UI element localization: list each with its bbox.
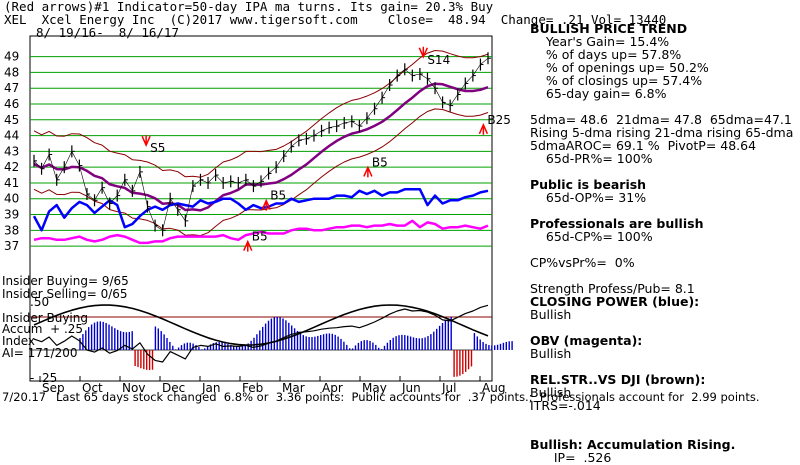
stats-line: Rising 5-dma rising 21-dma rising 65-dma	[530, 125, 794, 140]
x-tick-label: Dec	[162, 381, 185, 395]
stats-line: Strength Profess/Pub= 8.1	[530, 281, 695, 296]
stats-line: % of openings up= 50.2%	[530, 60, 709, 75]
signal-label: B5	[372, 155, 388, 169]
stats-line: 65-day gain= 6.8%	[530, 86, 667, 101]
y-tick-label: 42	[4, 160, 19, 174]
y-tick-label: 49	[4, 50, 19, 64]
buy-arrow	[363, 165, 373, 178]
upper-band-line	[33, 50, 489, 178]
header-indicator-line: (Red arrows)#1 Indicator=50-day IPA ma t…	[4, 0, 494, 14]
accum-index-line	[33, 304, 489, 346]
stats-line: Bullish	[530, 385, 572, 400]
stats-line: IP= .526	[530, 450, 612, 465]
insider-buying-count: Insider Buying= 9/65	[2, 274, 129, 288]
stats-line: BULLISH PRICE TREND	[530, 21, 688, 36]
stats-line: CLOSING POWER (blue):	[530, 294, 700, 309]
buy-arrow	[478, 122, 489, 135]
stats-line: 65d-OP%= 31%	[530, 190, 647, 205]
sell-arrow	[418, 46, 429, 59]
sell-arrow	[141, 135, 151, 148]
stats-line: 65d-PR%= 100%	[530, 151, 653, 166]
x-tick-label: Oct	[82, 381, 103, 395]
x-tick-label: Nov	[122, 381, 145, 395]
insider-buying-label: Insider Buying	[2, 311, 88, 325]
stats-line: Bullish	[530, 346, 572, 361]
y-tick-label: 41	[4, 176, 19, 190]
buy-arrow	[261, 198, 271, 211]
y-tick-label: 37	[4, 239, 19, 253]
stats-line: Public is bearish	[530, 177, 647, 192]
plot-frame	[29, 35, 493, 382]
footer-prefix: 7/20.17	[2, 390, 47, 404]
stats-line: 5dmaAROC= 69.1 % PivotP= 48.64	[530, 138, 757, 153]
x-tick-label: Sep	[42, 381, 65, 395]
y-tick-label: 47	[4, 81, 19, 95]
x-tick-label: Jan	[201, 381, 221, 395]
x-tick-label: Aug	[482, 381, 505, 395]
x-tick-label: May	[362, 381, 387, 395]
x-tick-label: Apr	[322, 381, 343, 395]
signal-label: B25	[487, 113, 511, 127]
stats-line: % of closings up= 57.4%	[530, 73, 703, 88]
y-tick-label: 44	[4, 129, 19, 143]
x-tick-label: Jul	[441, 381, 456, 395]
x-tick-label: Mar	[282, 381, 305, 395]
accum-price-line	[33, 304, 489, 363]
header-date-range: 8/ 19/16- 8/ 16/17	[36, 25, 179, 40]
y-tick-label: 40	[4, 192, 19, 206]
lower-band-line	[33, 108, 489, 237]
index-label: Index	[2, 334, 36, 348]
stats-line: OBV (magenta):	[530, 333, 643, 348]
stats-line: CP%vsPr%= 0%	[530, 255, 635, 270]
x-tick-label: Jun	[401, 381, 421, 395]
buy-arrow	[243, 239, 253, 252]
obv-line	[33, 219, 489, 245]
stats-line	[530, 412, 798, 425]
insider-selling-count: Insider Selling= 0/65	[2, 287, 128, 301]
price-line	[33, 57, 489, 231]
stats-line: Year's Gain= 15.4%	[530, 34, 670, 49]
stats-line: % of days up= 57.8%	[530, 47, 682, 62]
stats-line: Bullish	[530, 307, 572, 322]
y-tick-label: 39	[4, 208, 19, 222]
signal-label: S14	[427, 53, 450, 67]
header-stock-line: XEL Xcel Energy Inc (C)2017 www.tigersof…	[4, 12, 667, 27]
accum-tick-plus50: .50	[30, 295, 50, 309]
footer-summary: Last 65 days stock changed 6.8% or 3.36 …	[56, 390, 760, 404]
stats-line: Bullish: Accumulation Rising.	[530, 437, 736, 452]
stats-line: REL.STR..VS DJI (brown):	[530, 372, 706, 387]
stats-line: 5dma= 48.6 21dma= 47.8 65dma=47.1	[530, 112, 792, 127]
x-tick-label: Feb	[242, 381, 263, 395]
stats-line: 65d-CP%= 100%	[530, 229, 653, 244]
stats-line	[530, 425, 798, 438]
y-tick-label: 38	[4, 223, 19, 237]
stats-line: Professionals are bullish	[530, 216, 704, 231]
y-tick-label: 46	[4, 97, 19, 111]
signal-label: B5	[270, 189, 286, 203]
accum-tick-minus25: - .25	[30, 371, 58, 385]
signal-label: S5	[150, 141, 165, 155]
y-tick-label: 43	[4, 144, 19, 158]
signal-label: B5	[252, 230, 268, 244]
ai-value: AI= 171/200	[2, 346, 78, 360]
y-tick-label: 45	[4, 113, 19, 127]
y-tick-label: 48	[4, 65, 19, 79]
accum-label: Accum + .25	[2, 322, 84, 336]
